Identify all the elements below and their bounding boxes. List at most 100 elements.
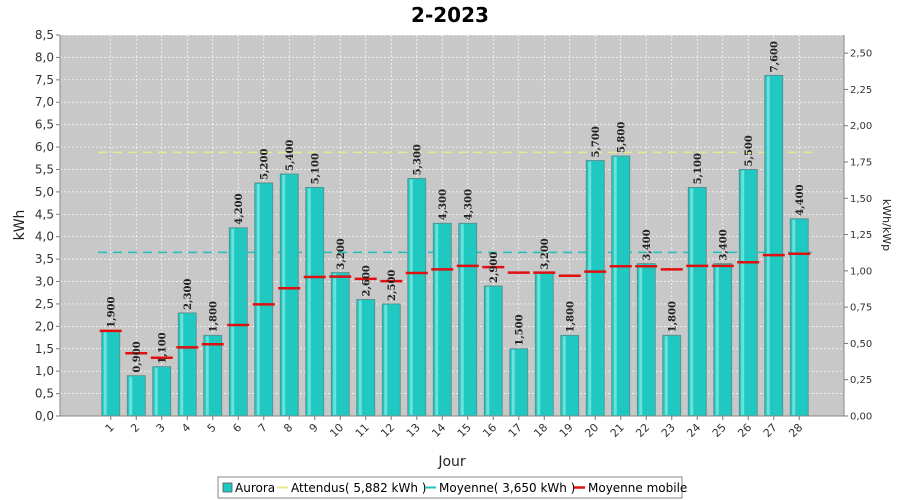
x-tick-label: 21	[608, 421, 627, 440]
data-label: 1,500	[514, 314, 525, 345]
bar-highlight	[384, 304, 388, 415]
data-label: 1,100	[157, 332, 168, 363]
bar-highlight	[154, 367, 158, 415]
x-tick-label: 10	[327, 421, 346, 440]
data-label: 4,400	[795, 184, 806, 215]
x-tick-label: 23	[659, 421, 678, 440]
data-label: 1,800	[667, 301, 678, 332]
data-label: 1,900	[106, 296, 117, 327]
bar-highlight	[435, 224, 439, 415]
y-right-tick-label: 1,50	[850, 194, 872, 205]
data-label: 3,200	[336, 238, 347, 269]
y-tick-label: 5,0	[35, 185, 54, 199]
data-label: 1,800	[208, 301, 219, 332]
data-label: 1,800	[565, 301, 576, 332]
legend-swatch-aurora	[222, 482, 233, 493]
data-label: 3,400	[642, 229, 653, 260]
bar-highlight	[690, 188, 694, 415]
y-right-tick-label: 0,75	[850, 303, 872, 314]
y-right-tick-label: 2,50	[850, 49, 872, 60]
y-tick-label: 3,5	[35, 252, 54, 266]
legend-item-aurora: Aurora	[222, 481, 275, 495]
x-tick-label: 15	[455, 421, 474, 440]
y-right-tick-label: 1,00	[850, 266, 872, 277]
x-tick-label: 13	[404, 421, 423, 440]
x-tick-label: 16	[480, 421, 499, 440]
x-tick-label: 27	[761, 421, 780, 440]
y-right-tick-label: 0,00	[850, 412, 872, 423]
bar-highlight	[282, 174, 286, 415]
x-tick-label: 2	[128, 421, 142, 435]
x-tick-label: 14	[429, 421, 448, 440]
y-tick-label: 8,5	[35, 28, 54, 42]
data-label: 2,500	[387, 270, 398, 301]
data-label: 5,100	[310, 153, 321, 184]
x-tick-label: 3	[154, 421, 168, 435]
bar-highlight	[588, 161, 592, 415]
data-label: 3,400	[718, 229, 729, 260]
x-tick-label: 28	[786, 421, 805, 440]
legend-label-aurora: Aurora	[235, 481, 275, 495]
x-tick-label: 11	[353, 421, 372, 440]
legend-item-moyenne: Moyenne( 3,650 kWh )	[425, 481, 575, 495]
data-label: 2,600	[361, 265, 372, 296]
legend: Aurora Attendus( 5,882 kWh ) Moyenne( 3,…	[217, 476, 687, 499]
y-right-tick-label: 0,25	[850, 375, 872, 386]
bar-highlight	[486, 287, 490, 415]
y-tick-label: 8,0	[35, 50, 54, 64]
bar-highlight	[129, 376, 133, 415]
x-tick-label: 8	[281, 421, 295, 435]
bar-highlight	[766, 76, 770, 415]
bar-highlight	[358, 300, 362, 415]
data-label: 5,300	[412, 144, 423, 175]
y-axis-title: kWh	[12, 210, 28, 241]
bar-highlight	[205, 336, 209, 415]
x-tick-label: 1	[103, 421, 117, 435]
data-label: 2,300	[183, 279, 194, 310]
x-tick-label: 6	[230, 421, 244, 435]
bar-highlight	[231, 228, 235, 415]
data-label: 4,300	[463, 189, 474, 220]
x-tick-label: 12	[378, 421, 397, 440]
y-right-tick-label: 1,25	[850, 230, 872, 241]
x-axis-title: Jour	[437, 454, 466, 470]
x-tick-label: 22	[633, 421, 652, 440]
x-tick-label: 25	[710, 421, 729, 440]
data-label: 5,100	[693, 153, 704, 184]
chart-title: 2-2023	[411, 3, 489, 27]
x-tick-label: 9	[307, 421, 321, 435]
y-tick-label: 6,0	[35, 140, 54, 154]
y-tick-label: 0,0	[35, 409, 54, 423]
y-axis-right-title: kWh/kWp	[880, 199, 893, 251]
x-tick-label: 17	[506, 421, 525, 440]
x-tick-label: 19	[557, 421, 576, 440]
data-label: 5,500	[744, 135, 755, 166]
bar-highlight	[460, 224, 464, 415]
bar-highlight	[613, 157, 617, 415]
y-tick-label: 1,0	[35, 364, 54, 378]
y-right-tick-label: 0,50	[850, 339, 872, 350]
bar-highlight	[511, 349, 515, 415]
x-tick-label: 26	[735, 421, 754, 440]
y-tick-label: 4,5	[35, 207, 54, 221]
x-tick-label: 5	[205, 421, 219, 435]
bar-highlight	[103, 331, 107, 415]
bar-highlight	[409, 179, 413, 415]
moving-average	[99, 252, 811, 359]
data-labels: 1,900 0,900 1,100 2,300 1,800 4,200 5,200 5,400…	[106, 41, 806, 373]
data-label: 4,300	[438, 189, 449, 220]
data-label: 5,400	[285, 140, 296, 171]
bar-highlight	[537, 273, 541, 415]
y-tick-label: 4,0	[35, 230, 54, 244]
bar-highlight	[562, 336, 566, 415]
legend-item-attendus: Attendus( 5,882 kWh )	[277, 481, 426, 495]
y-axis-left: 0,0 0,5 1,0 1,5 2,0 2,5 3,0 3,5 4,0 4,5 5,0 5,5 6,0 6…	[35, 28, 61, 423]
bar-highlight	[639, 264, 643, 415]
y-right-tick-label: 2,00	[850, 121, 872, 132]
bar-highlight	[333, 273, 337, 415]
y-right-tick-label: 1,75	[850, 158, 872, 169]
data-label: 2,900	[489, 252, 500, 283]
bars	[101, 74, 809, 417]
